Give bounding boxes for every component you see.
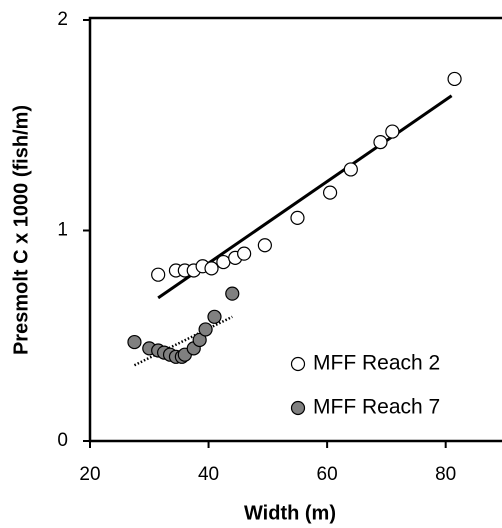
data-point [237, 246, 252, 261]
data-point [127, 334, 142, 350]
data-point [198, 322, 213, 337]
data-point [343, 162, 358, 177]
data-point [373, 134, 388, 150]
data-point [204, 261, 219, 276]
legend-marker [290, 400, 306, 416]
x-tick-label: 40 [198, 464, 219, 485]
plot-frame [88, 16, 502, 443]
data-point [322, 185, 338, 200]
trend-line [133, 315, 233, 367]
data-point [257, 238, 272, 253]
y-tick-label: 1 [57, 220, 68, 241]
x-axis-title: Width (m) [244, 502, 336, 524]
data-point [151, 267, 166, 282]
legend-label: MFF Reach 7 [313, 396, 440, 419]
data-point [447, 71, 462, 87]
y-tick-label: 2 [57, 9, 68, 30]
x-tick-label: 80 [435, 464, 456, 485]
x-tick-label: 60 [317, 464, 338, 485]
x-tick-label: 20 [79, 464, 100, 485]
legend-label: MFF Reach 2 [313, 352, 440, 375]
legend-marker [290, 356, 306, 372]
data-point [192, 332, 207, 348]
data-point [225, 286, 240, 301]
data-point [216, 254, 231, 270]
data-point [290, 210, 305, 225]
y-tick-label: 0 [57, 430, 68, 451]
y-axis-title: Presmolt C x 1000 (fish/m) [10, 105, 32, 355]
data-point [207, 309, 222, 324]
data-point [385, 124, 400, 139]
